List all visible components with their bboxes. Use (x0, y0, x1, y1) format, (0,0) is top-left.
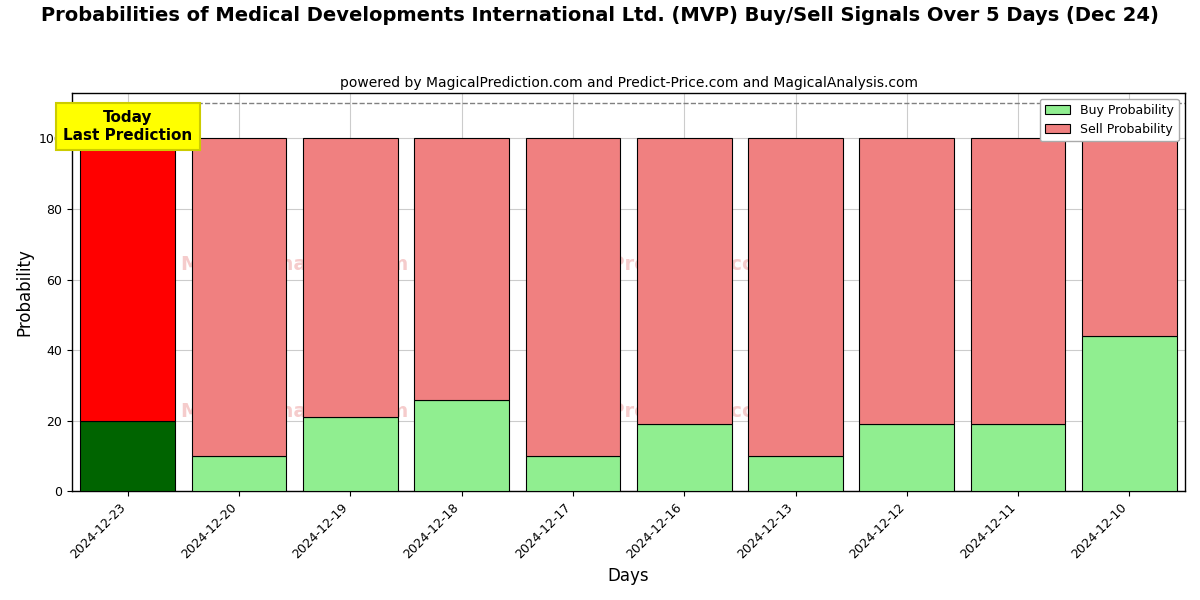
Bar (971, 139, 1066, 424)
Bar (637, 424, 732, 491)
Bar (637, 139, 732, 424)
Bar (749, 139, 842, 456)
Bar (304, 418, 397, 491)
Y-axis label: Probability: Probability (16, 248, 34, 336)
Bar (749, 456, 842, 491)
Bar (526, 456, 620, 491)
Text: Probabilities of Medical Developments International Ltd. (MVP) Buy/Sell Signals : Probabilities of Medical Developments In… (41, 6, 1159, 25)
Bar (1082, 139, 1177, 336)
Text: MagicalAnalysis.com: MagicalAnalysis.com (180, 254, 409, 274)
Bar (859, 424, 954, 491)
Bar (414, 400, 509, 491)
Text: MagicalPrediction.com: MagicalPrediction.com (526, 254, 775, 274)
Bar (859, 139, 954, 424)
Bar (971, 424, 1066, 491)
Bar (526, 139, 620, 456)
X-axis label: Days: Days (607, 567, 649, 585)
Bar (192, 456, 287, 491)
Text: MagicalPrediction.com: MagicalPrediction.com (526, 402, 775, 421)
Title: powered by MagicalPrediction.com and Predict-Price.com and MagicalAnalysis.com: powered by MagicalPrediction.com and Pre… (340, 76, 918, 90)
Bar (80, 139, 175, 421)
Bar (80, 421, 175, 491)
Text: MagicalAnalysis.com: MagicalAnalysis.com (180, 402, 409, 421)
Bar (414, 139, 509, 400)
Bar (304, 139, 397, 418)
Bar (192, 139, 287, 456)
Text: Today
Last Prediction: Today Last Prediction (64, 110, 192, 143)
Bar (1082, 336, 1177, 491)
Legend: Buy Probability, Sell Probability: Buy Probability, Sell Probability (1040, 99, 1178, 141)
